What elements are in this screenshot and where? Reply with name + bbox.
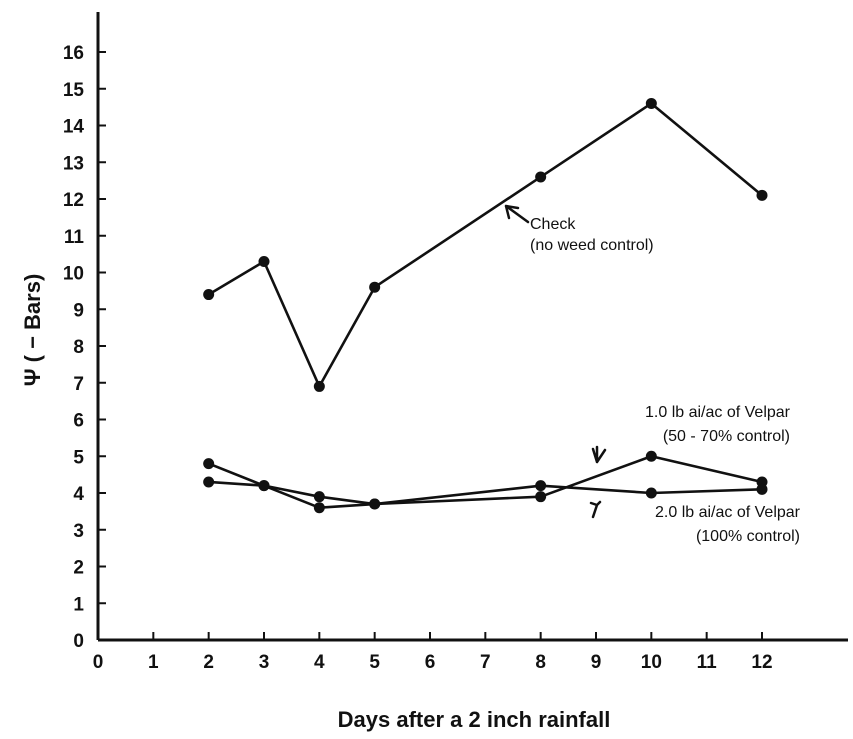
x-tick-label: 4 xyxy=(314,652,325,673)
series-3-point xyxy=(645,487,657,499)
y-tick-label: 12 xyxy=(63,190,84,211)
series-3-point xyxy=(756,483,768,495)
y-tick-label: 7 xyxy=(73,374,84,395)
y-tick-label: 3 xyxy=(73,521,84,542)
y-tick-label: 13 xyxy=(63,153,84,174)
x-tick-label: 12 xyxy=(751,652,772,673)
x-tick-label: 5 xyxy=(369,652,380,673)
series-2-annotation: (50 - 70% control) xyxy=(663,428,790,445)
check-arrow xyxy=(504,204,530,224)
y-tick-label: 2 xyxy=(73,558,84,579)
y-axis-title: Ψ ( − Bars) xyxy=(20,274,45,387)
series-3-point xyxy=(313,491,325,503)
x-tick-label: 6 xyxy=(425,652,436,673)
x-axis-title: Days after a 2 inch rainfall xyxy=(338,707,611,732)
y-tick-label: 5 xyxy=(73,447,84,468)
series-2-point xyxy=(535,491,547,503)
series-1 xyxy=(203,97,768,392)
y-tick-label: 6 xyxy=(73,411,84,432)
velpar-1-arrow xyxy=(591,445,607,464)
y-tick-label: 4 xyxy=(73,484,84,505)
series-layer xyxy=(203,97,768,514)
series-1-annotation: (no weed control) xyxy=(530,237,654,254)
series-1-annotation: Check xyxy=(530,216,576,233)
series-3 xyxy=(203,476,768,510)
series-1-point xyxy=(313,380,325,392)
x-tick-label: 0 xyxy=(93,652,104,673)
y-tick-label: 11 xyxy=(64,227,85,248)
y-tick-label: 15 xyxy=(63,80,85,101)
x-tick-label: 3 xyxy=(259,652,270,673)
x-tick-label: 9 xyxy=(591,652,602,673)
x-tick-label: 2 xyxy=(203,652,214,673)
y-tick-label: 9 xyxy=(73,300,84,321)
x-tick-label: 11 xyxy=(697,652,718,673)
series-2-point xyxy=(203,458,215,470)
y-tick-label: 14 xyxy=(63,117,85,138)
x-tick-label: 1 xyxy=(148,652,159,673)
series-2-point xyxy=(645,450,657,462)
series-2-line xyxy=(208,454,763,510)
series-3-annotation: (100% control) xyxy=(696,528,800,545)
series-1-point xyxy=(203,289,215,301)
series-1-point xyxy=(369,281,381,293)
series-1-line xyxy=(207,102,763,388)
series-3-line xyxy=(208,480,763,506)
series-3-point xyxy=(369,498,381,510)
annotations: Check (no weed control) 1.0 lb ai/ac of Ve… xyxy=(504,204,801,545)
y-tick-label: 1 xyxy=(73,594,84,615)
series-1-point xyxy=(258,255,270,267)
series-2-point xyxy=(313,502,325,514)
velpar-2-arrow xyxy=(589,500,602,519)
series-3-annotation: 2.0 lb ai/ac of Velpar xyxy=(655,504,801,521)
series-1-point xyxy=(535,171,547,183)
series-3-point xyxy=(203,476,215,488)
series-3-point xyxy=(535,480,547,492)
y-tick-label: 16 xyxy=(63,43,84,64)
series-1-point xyxy=(645,97,657,109)
y-tick-label: 8 xyxy=(73,337,84,358)
x-tick-label: 8 xyxy=(535,652,546,673)
series-2-annotation: 1.0 lb ai/ac of Velpar xyxy=(645,404,791,421)
y-tick-label: 0 xyxy=(73,631,84,652)
x-tick-label: 10 xyxy=(641,652,662,673)
series-3-point xyxy=(258,480,270,492)
y-tick-label: 10 xyxy=(63,264,84,285)
series-1-point xyxy=(756,189,768,201)
x-tick-label: 7 xyxy=(480,652,491,673)
